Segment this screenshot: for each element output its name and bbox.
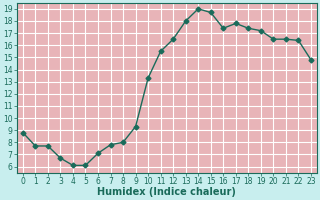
X-axis label: Humidex (Indice chaleur): Humidex (Indice chaleur): [98, 187, 236, 197]
